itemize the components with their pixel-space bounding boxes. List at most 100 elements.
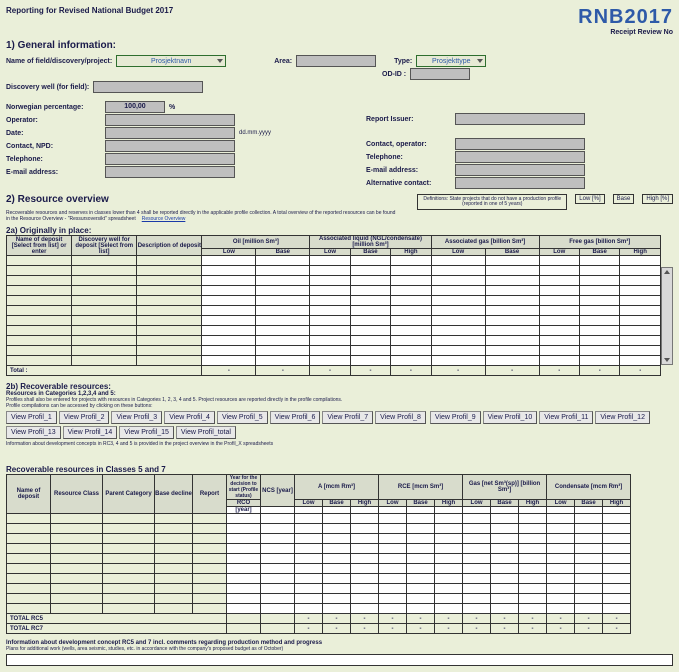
table-2a: Name of deposit [Select from list] or en…	[6, 235, 661, 376]
table-row	[7, 256, 661, 266]
th-fg: Free gas [billion Sm³]	[539, 236, 660, 249]
table-row	[7, 266, 661, 276]
box-base: Base	[613, 194, 635, 204]
total-rc5: TOTAL RC5	[7, 614, 227, 624]
field-telephone-2[interactable]	[455, 151, 585, 163]
table-row	[7, 534, 679, 544]
th-gas: Associated gas [billion Sm³]	[431, 236, 539, 249]
doc-title: Reporting for Revised National Budget 20…	[6, 6, 173, 15]
view-profile-button[interactable]: View Profil_5	[217, 411, 268, 424]
scrollbar-2a[interactable]	[661, 267, 673, 365]
profile-buttons: View Profil_1View Profil_2View Profil_3V…	[6, 411, 673, 439]
field-report-issuer[interactable]	[455, 113, 585, 125]
label-nor-pct: Norwegian percentage:	[6, 104, 101, 111]
field-area[interactable]	[296, 55, 376, 67]
table-row	[7, 524, 679, 534]
label-email-2: E-mail address:	[366, 167, 451, 174]
field-odid[interactable]	[410, 68, 470, 80]
date-hint: dd.mm.yyyy	[239, 130, 271, 136]
table-row	[7, 554, 679, 564]
field-disc-well[interactable]	[93, 81, 203, 93]
table-row	[7, 306, 661, 316]
field-email-1[interactable]	[105, 166, 235, 178]
table-row	[7, 356, 661, 366]
dropdown-type[interactable]: Prosjekttype	[416, 55, 486, 67]
box-low: Low [%]	[575, 194, 604, 204]
view-profile-button[interactable]: View Profil_3	[111, 411, 162, 424]
view-profile-button[interactable]: View Profil_total	[176, 426, 236, 439]
table-row	[7, 584, 679, 594]
view-profile-button[interactable]: View Profil_7	[322, 411, 373, 424]
label-operator: Operator:	[6, 117, 101, 124]
label-contact-op: Contact, operator:	[366, 141, 451, 148]
label-name-field: Name of field/discovery/project:	[6, 58, 112, 65]
view-profile-button[interactable]: View Profil_6	[270, 411, 321, 424]
view-profile-button[interactable]: View Profil_10	[483, 411, 538, 424]
table-row	[7, 574, 679, 584]
table-row	[7, 346, 661, 356]
field-telephone-1[interactable]	[105, 153, 235, 165]
view-profile-button[interactable]: View Profil_14	[63, 426, 118, 439]
label-email-1: E-mail address:	[6, 169, 101, 176]
view-profile-button[interactable]: View Profil_15	[119, 426, 174, 439]
view-profile-button[interactable]: View Profil_9	[430, 411, 481, 424]
view-profile-button[interactable]: View Profil_13	[6, 426, 61, 439]
label-date: Date:	[6, 130, 101, 137]
view-profile-button[interactable]: View Profil_4	[164, 411, 215, 424]
th-oil: Oil [million Sm³]	[202, 236, 310, 249]
label-report-issuer: Report Issuer:	[366, 116, 451, 123]
field-alt-contact[interactable]	[455, 177, 585, 189]
box-high: High [%]	[642, 194, 673, 204]
rc-definitions-note: Definitions: State projects that do not …	[417, 194, 567, 210]
table-row	[7, 544, 679, 554]
field-contact-op[interactable]	[455, 138, 585, 150]
table-row	[7, 564, 679, 574]
section-1-heading: 1) General information:	[6, 40, 673, 51]
label-type: Type:	[394, 58, 412, 65]
logo: RNB2017	[578, 6, 673, 29]
table-row	[7, 514, 679, 524]
label-contact-npd: Contact, NPD:	[6, 143, 101, 150]
footer-input-box[interactable]	[6, 654, 673, 666]
field-nor-pct[interactable]: 100,00	[105, 101, 165, 113]
field-date[interactable]	[105, 127, 235, 139]
receipt-label: Receipt Review No	[6, 29, 673, 36]
view-profile-button[interactable]: View Profil_2	[59, 411, 110, 424]
footer-line-2: Plans for additional work (wells, area s…	[6, 646, 673, 652]
th-desc: Description of deposit	[137, 236, 202, 256]
view-profile-button[interactable]: View Profil_11	[539, 411, 593, 424]
table-row	[7, 336, 661, 346]
table-row	[7, 326, 661, 336]
link-resource-overview[interactable]: Resource Overview	[142, 216, 186, 222]
view-profile-button[interactable]: View Profil_12	[595, 411, 650, 424]
label-disc-well: Discovery well (for field):	[6, 84, 89, 91]
th-liq: Associated liquid (NGL/condensate) [mill…	[310, 236, 431, 249]
th-dep: Name of deposit [Select from list] or en…	[7, 236, 72, 256]
view-profile-button[interactable]: View Profil_8	[375, 411, 426, 424]
label-odid: OD-ID :	[382, 71, 406, 78]
t2b-line3: Profile compilations can be accessed by …	[6, 403, 673, 409]
t2a-total-label: Total :	[7, 366, 202, 376]
table-row	[7, 316, 661, 326]
table-row	[7, 604, 679, 614]
field-email-2[interactable]	[455, 164, 585, 176]
pct-mark: %	[169, 104, 175, 111]
table-row	[7, 286, 661, 296]
section-2b-heading: 2b) Recoverable resources:	[6, 382, 673, 391]
label-area: Area:	[274, 58, 292, 65]
table-row	[7, 296, 661, 306]
table-row	[7, 594, 679, 604]
section-rc57-heading: Recoverable resources in Classes 5 and 7	[6, 465, 673, 474]
th-dw: Discovery well for deposit [Select from …	[72, 236, 137, 256]
dropdown-project-name[interactable]: Prosjektnavn	[116, 55, 226, 67]
label-alt-contact: Alternative contact:	[366, 180, 451, 187]
table-rc57: Name of deposit Resource Class Parent Ca…	[6, 474, 679, 634]
total-rc7: TOTAL RC7	[7, 624, 227, 634]
field-contact-npd[interactable]	[105, 140, 235, 152]
field-operator[interactable]	[105, 114, 235, 126]
table-row	[7, 276, 661, 286]
section-2a-heading: 2a) Originally in place:	[6, 226, 673, 235]
label-telephone-2: Telephone:	[366, 154, 451, 161]
rc-blurb-2: in the Resource Overview - "Ressursovers…	[6, 216, 136, 222]
view-profile-button[interactable]: View Profil_1	[6, 411, 57, 424]
